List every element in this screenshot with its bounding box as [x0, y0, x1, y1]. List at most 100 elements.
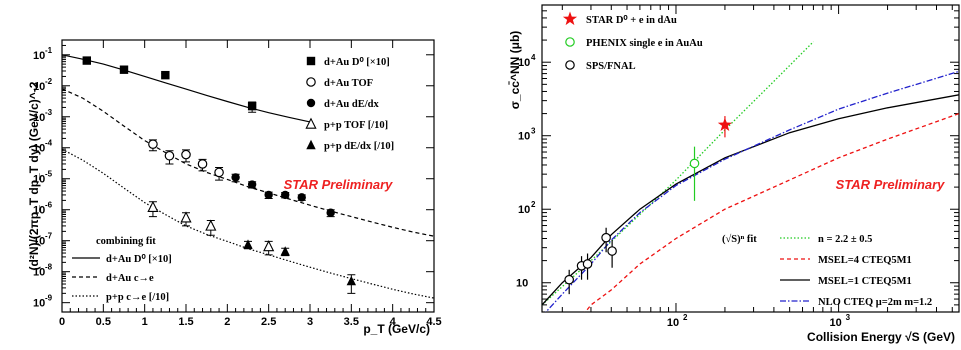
- data-point: [119, 65, 129, 74]
- fit-legend-label: p+p c→e [/10]: [106, 292, 169, 303]
- y-tick-exponent: -3: [45, 108, 53, 117]
- error-cap: [347, 274, 356, 294]
- y-tick-label: 10: [518, 204, 530, 216]
- left-chart-panel: 0 0.5 1 1.5 2 2.5 3 3.5 4 4.510-110-210-310-410-5…: [27, 39, 442, 336]
- data-point: [280, 246, 290, 256]
- x-tick-label: 10: [667, 317, 679, 329]
- data-point: [582, 259, 593, 269]
- y-tick-exponent: -5: [45, 170, 53, 179]
- y-tick-label: 10: [33, 298, 45, 310]
- right-plot-area: [542, 41, 959, 312]
- legend-label: p+p TOF [/10]: [324, 120, 388, 131]
- x-tick-label: 4.5: [426, 316, 441, 328]
- data-point: [326, 208, 335, 217]
- x-tick-label: 2.5: [261, 316, 276, 328]
- x-tick-label: 0: [59, 316, 65, 328]
- data-point: [147, 200, 159, 213]
- y-tick-exponent: 4: [531, 53, 536, 62]
- x-tick-exponent: 3: [846, 313, 851, 322]
- fit-line: [62, 88, 434, 237]
- x-tick-label: 4: [390, 316, 397, 328]
- preliminary-label: STAR Preliminary: [836, 177, 946, 192]
- x-axis-title: p_T (GeV/c): [363, 322, 430, 336]
- left-plot-frame: [61, 39, 435, 313]
- data-point: [247, 180, 257, 189]
- right-plot-frame: [541, 4, 960, 313]
- theory-curve: [542, 94, 959, 306]
- legend-marker: [306, 56, 316, 66]
- data-point: [263, 240, 275, 252]
- error-cap: [165, 150, 174, 165]
- y-tick-label: 10: [33, 267, 45, 279]
- y-tick-label: 10: [33, 81, 45, 93]
- x-tick-label: 0.5: [96, 316, 111, 328]
- fit-legend-label: d+Au c→e: [106, 273, 154, 284]
- y-tick-exponent: -8: [45, 263, 53, 272]
- legend-label: d+Au D⁰ [×10]: [324, 56, 390, 68]
- legend-marker: [562, 11, 578, 26]
- theory-curve: [584, 112, 959, 312]
- data-point: [181, 149, 191, 160]
- x-tick-label: 2: [224, 316, 230, 328]
- data-point: [205, 219, 217, 231]
- data-point: [564, 274, 574, 285]
- y-tick-label: 10: [516, 278, 528, 290]
- curve-legend-label: NLO CTEQ μ=2m m=1.2: [818, 297, 932, 308]
- fit-legend-title: combining fit: [96, 236, 156, 247]
- y-tick-exponent: 3: [531, 127, 536, 136]
- y-tick-exponent: 2: [531, 200, 536, 209]
- data-point: [164, 150, 175, 161]
- data-point: [243, 239, 253, 249]
- legend-marker: [306, 139, 316, 150]
- legend-label: d+Au TOF: [324, 78, 373, 89]
- error-cap: [215, 167, 224, 181]
- legend-label: STAR D⁰ + e in dAu: [586, 14, 677, 26]
- data-point: [264, 190, 273, 200]
- data-point: [231, 173, 240, 182]
- y-tick-exponent: -1: [45, 46, 53, 55]
- y-tick-label: 10: [33, 112, 45, 124]
- x-tick-exponent: 2: [683, 313, 688, 322]
- left-plot-area: [62, 54, 434, 299]
- preliminary-label: STAR Preliminary: [284, 177, 394, 192]
- y-axis-title: (d²N)/(2πp_T dp_T dy) (GeV/c)^-2: [27, 81, 41, 270]
- data-point: [197, 159, 208, 169]
- data-point: [607, 246, 617, 256]
- data-point: [247, 101, 257, 111]
- legend-marker: [565, 60, 575, 70]
- data-point: [161, 70, 170, 80]
- data-point: [297, 193, 306, 202]
- theory-curve: [542, 41, 814, 306]
- y-tick-label: 10: [33, 236, 45, 248]
- y-axis-title: σ_cc̄^NN (μb): [508, 31, 522, 110]
- curve-legend-label: MSEL=1 CTEQ5M1: [818, 276, 912, 287]
- x-tick-label: 3: [307, 316, 313, 328]
- x-tick-label: 1.5: [178, 316, 193, 328]
- data-point: [281, 190, 290, 200]
- curve-legend-label: MSEL=4 CTEQ5M1: [818, 255, 912, 266]
- data-point: [214, 167, 224, 178]
- legend-label: SPS/FNAL: [586, 61, 636, 72]
- y-tick-exponent: -9: [45, 294, 53, 303]
- data-point: [82, 56, 91, 65]
- fit-line: [62, 54, 311, 123]
- x-tick-label: 10: [829, 317, 841, 329]
- legend-marker: [305, 117, 317, 129]
- fit-legend-label: d+Au D⁰ [×10]: [106, 253, 172, 265]
- x-tick-label: 1: [142, 316, 148, 328]
- data-point: [346, 275, 357, 286]
- y-tick-label: 10: [518, 57, 530, 69]
- data-point: [180, 211, 192, 223]
- y-tick-label: 10: [33, 205, 45, 217]
- legend-label: PHENIX single e in AuAu: [586, 38, 703, 49]
- y-tick-exponent: -4: [45, 139, 53, 148]
- y-tick-label: 10: [518, 131, 530, 143]
- y-tick-exponent: -2: [45, 77, 53, 86]
- y-tick-exponent: -7: [45, 232, 53, 241]
- y-tick-label: 10: [33, 174, 45, 186]
- x-tick-label: 3.5: [344, 316, 359, 328]
- data-point: [717, 117, 733, 131]
- curve-legend-label: n = 2.2 ± 0.5: [818, 234, 872, 245]
